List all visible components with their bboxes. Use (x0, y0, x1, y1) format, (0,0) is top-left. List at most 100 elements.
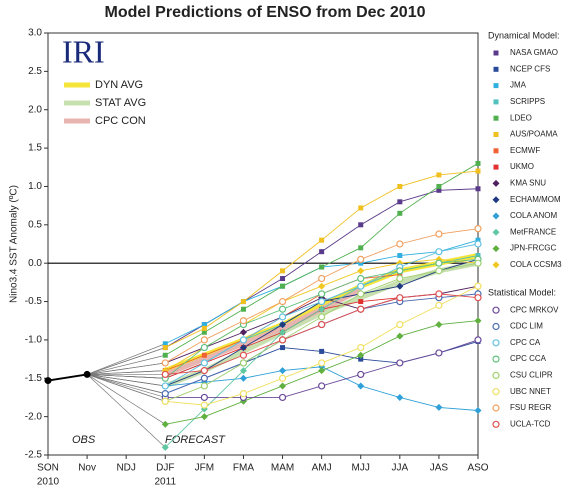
model-point (161, 370, 169, 379)
model-point (396, 282, 404, 290)
connector (87, 370, 166, 375)
model-point (161, 359, 169, 367)
legend-swatch (493, 115, 499, 121)
connector (86, 374, 166, 425)
model-point (200, 413, 208, 421)
x-tick-label: JJA (391, 463, 408, 474)
model-point (318, 367, 326, 375)
model-point (279, 328, 287, 336)
x-tick-label: DJF (156, 463, 174, 474)
model-point (162, 345, 168, 351)
model-point (280, 276, 286, 282)
connector (86, 374, 166, 448)
model-point (475, 253, 481, 259)
model-point (319, 249, 325, 255)
model-point (201, 325, 207, 331)
model-point (474, 240, 482, 248)
legend-label: CDC LIM (510, 322, 543, 331)
model-point (358, 260, 364, 266)
model-point (200, 343, 208, 352)
legend-swatch (492, 212, 500, 220)
model-point (435, 267, 443, 275)
legend-swatch (493, 66, 499, 72)
connector (87, 374, 166, 379)
model-point (239, 336, 248, 344)
model-point (435, 248, 443, 256)
legend-swatch (492, 404, 500, 412)
model-point (357, 255, 365, 263)
x-sublabel: 2010 (37, 477, 60, 488)
legend-label: JPN-FRCGC (510, 244, 556, 253)
y-tick-label: 1.0 (28, 181, 42, 192)
y-tick-label: -0.5 (25, 296, 43, 307)
model-point (396, 267, 404, 275)
model-point (162, 352, 168, 358)
model-point (436, 187, 442, 193)
legend-title: Dynamical Model: (488, 30, 560, 40)
model-point (201, 329, 207, 335)
x-sublabel: 2011 (155, 477, 177, 488)
legend-label: FSU REGR (510, 403, 552, 412)
model-point (396, 240, 404, 248)
model-point (397, 183, 403, 189)
model-point (435, 230, 443, 238)
legend-swatch (492, 371, 500, 379)
model-point (397, 253, 403, 259)
legend-label: ECHAM/MOM (510, 195, 561, 204)
connector (87, 374, 166, 394)
model-point (358, 299, 364, 305)
connector (86, 343, 166, 375)
legend-label: JMA (510, 81, 527, 90)
model-point (358, 356, 364, 362)
y-axis-label: Nino3.4 SST Anomaly (ºC) (9, 185, 20, 303)
legend-swatch (492, 306, 500, 314)
legend-swatch (492, 261, 500, 269)
model-point (279, 367, 287, 375)
average-line (164, 260, 479, 389)
model-point (357, 305, 365, 313)
model-point (319, 348, 325, 354)
y-tick-label: 0.0 (28, 258, 42, 269)
legend-swatch (493, 99, 499, 105)
x-tick-label: MJJ (352, 463, 370, 474)
legend-label: CPC CON (95, 115, 146, 127)
legend-swatch (492, 388, 500, 396)
model-point (357, 370, 365, 379)
model-point (161, 397, 169, 405)
legend-swatch (493, 83, 499, 89)
legend-swatch (492, 420, 500, 428)
model-point (396, 294, 404, 302)
legend-swatch (492, 339, 500, 347)
x-tick-label: JFM (195, 463, 214, 474)
model-point (239, 359, 248, 367)
annotation: OBS (72, 434, 96, 446)
model-point (475, 186, 481, 192)
model-point (357, 267, 365, 275)
model-point (318, 382, 326, 390)
legend-label: CPC CA (510, 338, 541, 347)
model-point (201, 322, 207, 328)
legend-label: DYN AVG (95, 79, 143, 91)
connector (86, 374, 166, 402)
model-point (278, 313, 287, 321)
model-point (240, 299, 246, 305)
model-point (474, 282, 482, 290)
model-point (475, 160, 481, 166)
connector (87, 374, 166, 387)
legend-label: KMA SNU (510, 179, 546, 188)
model-point (318, 282, 326, 290)
model-point (278, 336, 287, 344)
model-point (396, 359, 404, 367)
legend-label: CPC CCA (510, 354, 547, 363)
y-tick-label: -1.5 (25, 373, 43, 384)
legend-label: COLA ANOM (510, 211, 557, 220)
legend-swatch (493, 148, 499, 154)
legend-swatch (493, 50, 499, 56)
model-point (474, 406, 482, 414)
x-tick-label: NDJ (116, 463, 135, 474)
model-point (239, 374, 247, 382)
legend-label: STAT AVG (95, 97, 146, 109)
model-point (474, 336, 482, 344)
model-point (279, 382, 287, 390)
